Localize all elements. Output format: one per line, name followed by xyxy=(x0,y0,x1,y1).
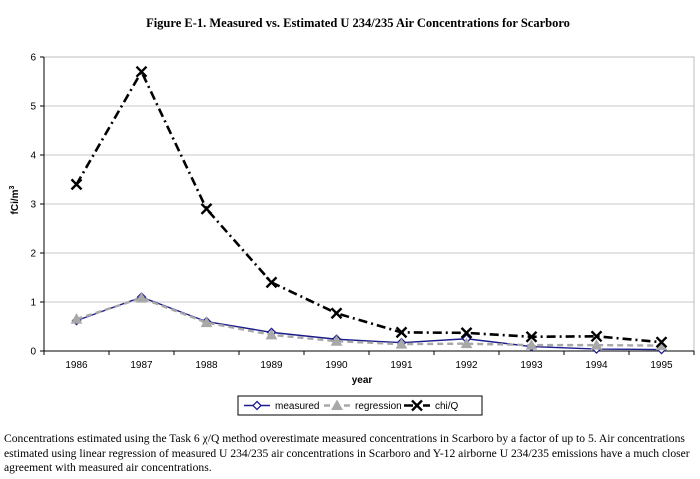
legend-item: chi/Q xyxy=(404,399,459,412)
x-tick-label: 1986 xyxy=(65,360,88,371)
legend: measured regression chi/Q xyxy=(237,395,483,416)
legend-marker xyxy=(252,400,262,411)
series-line xyxy=(76,296,662,347)
x-tick-label: 1994 xyxy=(585,360,608,371)
series-chi-q xyxy=(70,65,668,349)
data-point xyxy=(655,336,668,349)
legend-item: measured xyxy=(244,400,319,412)
data-point xyxy=(460,327,473,339)
legend-label: chi/Q xyxy=(435,401,459,412)
chart-title: Figure E-1. Measured vs. Estimated U 234… xyxy=(146,16,570,30)
data-point xyxy=(135,292,148,303)
series-regression xyxy=(70,292,668,351)
figure-caption: Concentrations estimated using the Task … xyxy=(4,432,690,474)
y-tick-label: 1 xyxy=(30,298,36,309)
y-tick-label: 2 xyxy=(30,249,36,260)
data-point xyxy=(330,335,343,346)
data-point xyxy=(70,178,83,191)
x-tick-label: 1988 xyxy=(195,360,218,371)
gridlines xyxy=(44,56,694,303)
x-tick-label: 1990 xyxy=(325,360,348,371)
legend-label: measured xyxy=(275,401,319,412)
x-tick-label: 1995 xyxy=(650,360,673,371)
y-tick-label: 4 xyxy=(30,151,36,162)
x-tick-label: 1989 xyxy=(260,360,283,371)
legend-label: regression xyxy=(355,401,402,412)
data-point xyxy=(330,307,343,320)
y-tick-label: 5 xyxy=(30,102,36,113)
x-axis: 1986 1987 1988 1989 1990 1991 1992 1993 1994 1995 xyxy=(43,350,695,371)
data-point xyxy=(525,339,538,350)
x-tick-label: 1987 xyxy=(130,360,153,371)
data-point xyxy=(395,338,408,349)
data-point xyxy=(70,313,83,324)
data-point xyxy=(460,337,473,349)
x-tick-label: 1991 xyxy=(390,360,413,371)
x-tick-label: 1993 xyxy=(520,360,543,371)
data-point xyxy=(395,326,408,339)
legend-item: regression xyxy=(324,399,402,412)
data-point xyxy=(590,339,603,350)
y-tick-label: 3 xyxy=(30,200,36,211)
data-point xyxy=(265,276,278,289)
data-point xyxy=(265,328,278,340)
chart: Figure E-1. Measured vs. Estimated U 234… xyxy=(9,16,695,416)
x-axis-label: year xyxy=(352,375,373,386)
y-tick-label: 0 xyxy=(30,347,36,358)
data-point xyxy=(135,65,148,78)
y-axis: 0 1 2 3 4 5 6 xyxy=(30,53,45,358)
data-point xyxy=(200,316,213,328)
legend-marker xyxy=(411,399,423,412)
legend-marker xyxy=(331,399,343,410)
x-tick-label: 1992 xyxy=(455,360,478,371)
data-point xyxy=(200,203,213,215)
series-layer xyxy=(70,65,668,355)
y-axis-label: fCi/m3 xyxy=(9,185,21,214)
y-tick-label: 6 xyxy=(30,53,36,64)
data-point xyxy=(525,330,538,343)
data-point xyxy=(590,330,603,343)
y-axis-label-superscript: 3 xyxy=(9,185,16,189)
